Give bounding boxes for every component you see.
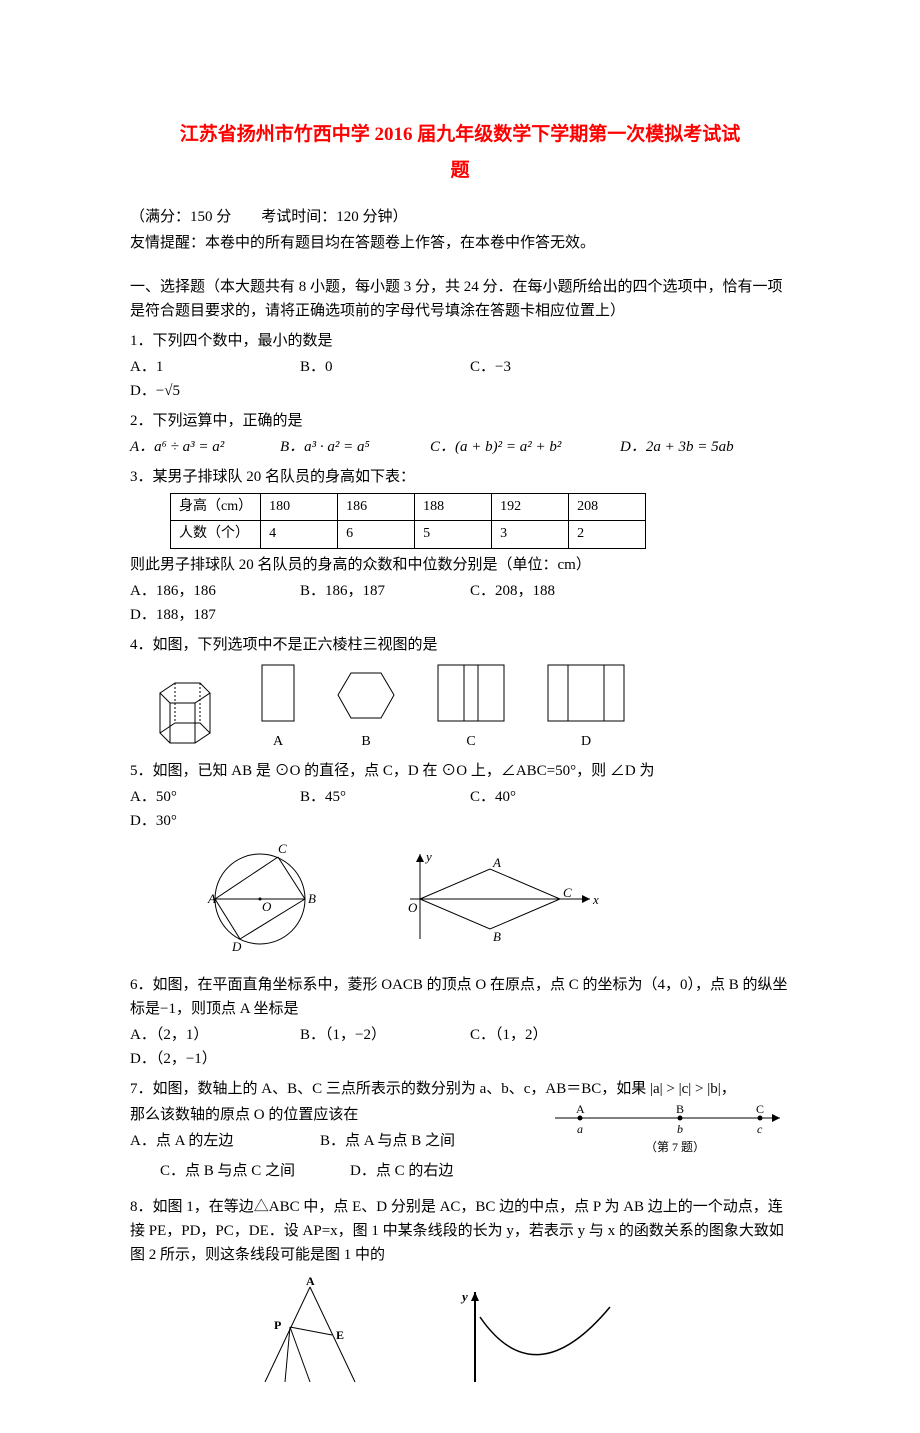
table-cell: 2: [569, 521, 646, 548]
q5-opt-a: A．50°: [130, 785, 300, 809]
q5-options: A．50° B．45° C．40° D．30°: [130, 785, 790, 833]
q7-opt-a: A．点 A 的左边: [130, 1129, 320, 1153]
svg-text:A: A: [207, 891, 216, 906]
q1-text: 1．下列四个数中，最小的数是: [130, 329, 790, 353]
q4-label-a: A: [260, 731, 296, 753]
q4-text: 4．如图，下列选项中不是正六棱柱三视图的是: [130, 633, 790, 657]
q6-opt-a: A．（2，1）: [130, 1023, 300, 1047]
q4-label-b: B: [336, 731, 396, 753]
table-cell: 186: [338, 493, 415, 520]
table-cell: 5: [415, 521, 492, 548]
q4-label-c: C: [436, 731, 506, 753]
table-cell: 180: [261, 493, 338, 520]
svg-text:x: x: [592, 892, 599, 907]
svg-text:A: A: [492, 855, 501, 870]
q2-opt-a: A．a⁶ ÷ a³ = a²: [130, 435, 280, 459]
q2-opt-b: B．a³ · a² = a⁵: [280, 435, 430, 459]
svg-text:O: O: [408, 900, 418, 915]
svg-text:（第 7 题）: （第 7 题）: [645, 1140, 705, 1154]
table-cell: 3: [492, 521, 569, 548]
q1-opt-a: A．1: [130, 355, 300, 379]
q5-opt-c: C．40°: [470, 785, 640, 809]
q2-opt-d: D．2a + 3b = 5ab: [620, 435, 780, 459]
q5-opt-b: B．45°: [300, 785, 470, 809]
q3-opt-d: D．188，187: [130, 603, 300, 627]
q3-after: 则此男子排球队 20 名队员的身高的众数和中位数分别是（单位：cm）: [130, 553, 790, 577]
meta-reminder: 友情提醒：本卷中的所有题目均在答题卷上作答，在本卷中作答无效。: [130, 231, 790, 255]
q2-text: 2．下列运算中，正确的是: [130, 409, 790, 433]
table-cell: 6: [338, 521, 415, 548]
q7-options-row2: C．点 B 与点 C 之间 D．点 C 的右边: [130, 1159, 520, 1183]
rhombus-axes-icon: O x y A B C: [400, 849, 600, 949]
doc-title-line2: 题: [130, 156, 790, 186]
svg-text:y: y: [424, 849, 432, 864]
q8-figures: A P E y: [250, 1277, 790, 1387]
q3-text: 3．某男子排球队 20 名队员的身高如下表：: [130, 465, 790, 489]
svg-text:a: a: [577, 1122, 583, 1136]
svg-text:O: O: [262, 899, 272, 914]
q4-label-d: D: [546, 731, 626, 753]
opt-c-rect3-icon: [436, 663, 506, 723]
q6-text: 6．如图，在平面直角坐标系中，菱形 OACB 的顶点 O 在原点，点 C 的坐标…: [130, 973, 790, 1021]
svg-text:B: B: [676, 1103, 684, 1116]
svg-text:C: C: [563, 885, 572, 900]
q3-opt-c: C．208，188: [470, 579, 640, 603]
svg-text:P: P: [274, 1318, 281, 1332]
q3-opt-b: B．186，187: [300, 579, 470, 603]
svg-text:D: D: [231, 939, 242, 954]
number-line-icon: A B C a b c （第 7 题）: [550, 1103, 790, 1158]
doc-title-line1: 江苏省扬州市竹西中学 2016 届九年级数学下学期第一次模拟考试试: [130, 120, 790, 150]
table-cell: 身高（cm）: [171, 493, 261, 520]
q5-text: 5．如图，已知 AB 是 ⊙O 的直径，点 C，D 在 ⊙O 上，∠ABC=50…: [130, 759, 790, 783]
q3-opt-a: A．186，186: [130, 579, 300, 603]
hex-prism-icon: [150, 673, 220, 753]
section-1-header: 一、选择题（本大题共有 8 小题，每小题 3 分，共 24 分．在每小题所给出的…: [130, 275, 790, 323]
svg-text:b: b: [677, 1122, 683, 1136]
table-cell: 人数（个）: [171, 521, 261, 548]
svg-text:c: c: [757, 1122, 763, 1136]
table-cell: 192: [492, 493, 569, 520]
q8-text: 8．如图 1，在等边△ABC 中，点 E、D 分别是 AC，BC 边的中点，点 …: [130, 1195, 790, 1267]
q7-opt-b: B．点 A 与点 B 之间: [320, 1129, 490, 1153]
q1-options: A．1 B．0 C．−3 D．−√5: [130, 355, 790, 403]
table-cell: 4: [261, 521, 338, 548]
svg-text:B: B: [308, 891, 316, 906]
q1-opt-c: C．−3: [470, 355, 640, 379]
opt-b-hexagon-icon: [336, 668, 396, 723]
q6-opt-d: D．（2，−1）: [130, 1047, 300, 1071]
svg-text:C: C: [756, 1103, 764, 1116]
q5-opt-d: D．30°: [130, 809, 300, 833]
svg-text:A: A: [306, 1277, 315, 1288]
q7-text: 7．如图，数轴上的 A、B、C 三点所表示的数分别为 a、b、c，AB＝BC，如…: [130, 1077, 790, 1101]
q3-options: A．186，186 B．186，187 C．208，188 D．188，187: [130, 579, 790, 627]
svg-text:B: B: [493, 929, 501, 944]
q6-options: A．（2，1） B．（1，−2） C．（1，2） D．（2，−1）: [130, 1023, 790, 1071]
svg-text:E: E: [336, 1328, 344, 1342]
triangle-diagram-icon: A P E: [250, 1277, 370, 1387]
q7-options-row1: A．点 A 的左边 B．点 A 与点 B 之间: [130, 1129, 520, 1153]
q1-opt-d: D．−√5: [130, 379, 300, 403]
q6-opt-b: B．（1，−2）: [300, 1023, 470, 1047]
q6-opt-c: C．（1，2）: [470, 1023, 640, 1047]
q7-opt-d: D．点 C 的右边: [350, 1159, 520, 1183]
meta-score-time: （满分：150 分 考试时间：120 分钟）: [130, 205, 790, 229]
q1-opt-b: B．0: [300, 355, 470, 379]
table-cell: 208: [569, 493, 646, 520]
svg-text:A: A: [576, 1103, 585, 1116]
q7-opt-c: C．点 B 与点 C 之间: [130, 1159, 350, 1183]
q7-text2: 那么该数轴的原点 O 的位置应该在: [130, 1103, 520, 1127]
table-cell: 188: [415, 493, 492, 520]
q2-opt-c: C．(a + b)² = a² + b²: [430, 435, 620, 459]
q4-figures: A B C D: [150, 663, 790, 753]
svg-text:C: C: [278, 841, 287, 856]
q3-table: 身高（cm） 180 186 188 192 208 人数（个） 4 6 5 3…: [170, 493, 646, 549]
opt-a-rect-icon: [260, 663, 296, 723]
q2-options: A．a⁶ ÷ a³ = a² B．a³ · a² = a⁵ C．(a + b)²…: [130, 435, 790, 459]
opt-d-rect3-icon: [546, 663, 626, 723]
circle-diagram-icon: A B C D O: [190, 839, 330, 959]
q5-q6-figures: A B C D O O x y A B C: [190, 839, 790, 967]
